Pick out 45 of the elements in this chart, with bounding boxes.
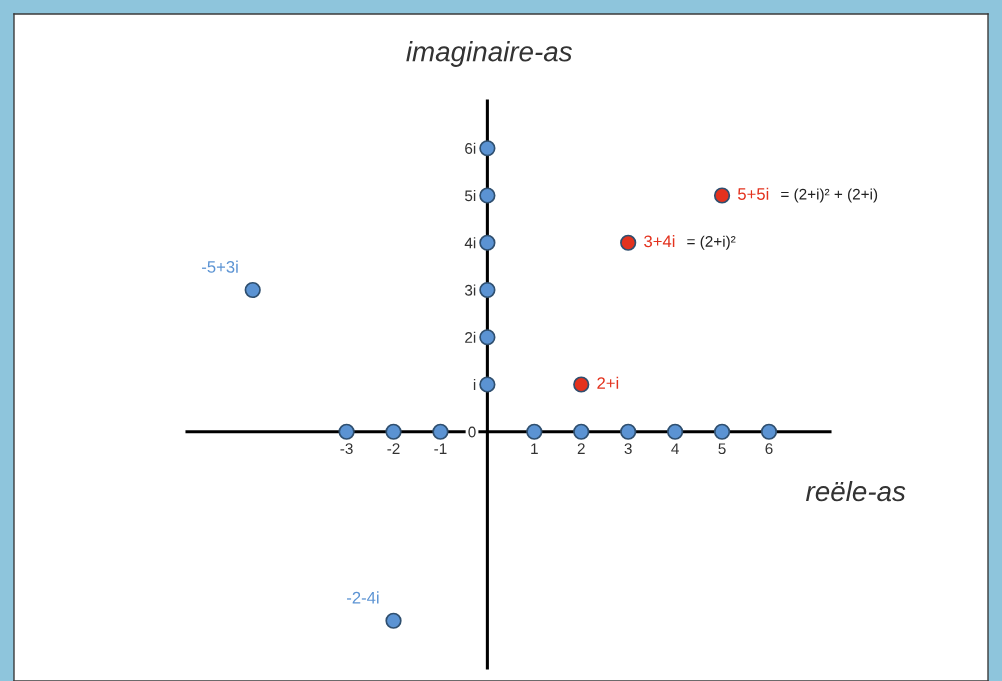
x-tick-label: 1 xyxy=(531,443,538,454)
point xyxy=(432,423,449,440)
point xyxy=(244,281,261,299)
point xyxy=(479,140,496,157)
x-tick-label: 4 xyxy=(671,443,679,454)
annotation: = (2+i)² + (2+i) xyxy=(781,188,878,203)
y-axis-title: imaginaire-as xyxy=(406,41,573,67)
point xyxy=(479,234,496,251)
point xyxy=(338,423,355,440)
x-tick-label: -1 xyxy=(434,443,447,454)
point xyxy=(713,187,731,204)
point xyxy=(713,423,731,440)
x-axis-title: reële-as xyxy=(806,480,906,502)
y-tick-label: 4i xyxy=(464,237,476,249)
x-tick-label: 2 xyxy=(577,443,585,454)
y-tick-label: 3i xyxy=(464,284,476,296)
point xyxy=(479,329,496,346)
point xyxy=(385,423,402,440)
annotation: -5+3i xyxy=(202,260,238,273)
point xyxy=(620,423,637,440)
point xyxy=(526,423,543,440)
x-tick-label: -2 xyxy=(387,443,400,454)
point xyxy=(385,612,402,629)
annotation: 2+i xyxy=(597,376,619,389)
point xyxy=(666,423,684,440)
annotation: = (2+i)² xyxy=(687,235,736,250)
point xyxy=(479,187,496,204)
annotation: 3+4i xyxy=(644,234,675,248)
x-tick-label: 5 xyxy=(718,443,726,455)
x-tick-label: 6 xyxy=(765,443,773,455)
y-tick-label: 2i xyxy=(465,331,476,343)
point xyxy=(573,376,590,393)
point xyxy=(620,234,637,251)
point xyxy=(760,423,778,440)
annotation: 5+5i xyxy=(738,187,769,200)
point xyxy=(573,423,590,440)
y-tick-label: i xyxy=(473,378,476,391)
y-tick-label: 0 xyxy=(468,426,476,438)
point xyxy=(479,376,496,393)
annotation: -2-4i xyxy=(347,591,379,604)
x-tick-label: 3 xyxy=(624,443,632,455)
y-tick-label: 6i xyxy=(465,142,476,154)
point xyxy=(479,281,496,299)
x-tick-label: -3 xyxy=(340,443,353,455)
y-tick-label: 5i xyxy=(464,189,476,202)
